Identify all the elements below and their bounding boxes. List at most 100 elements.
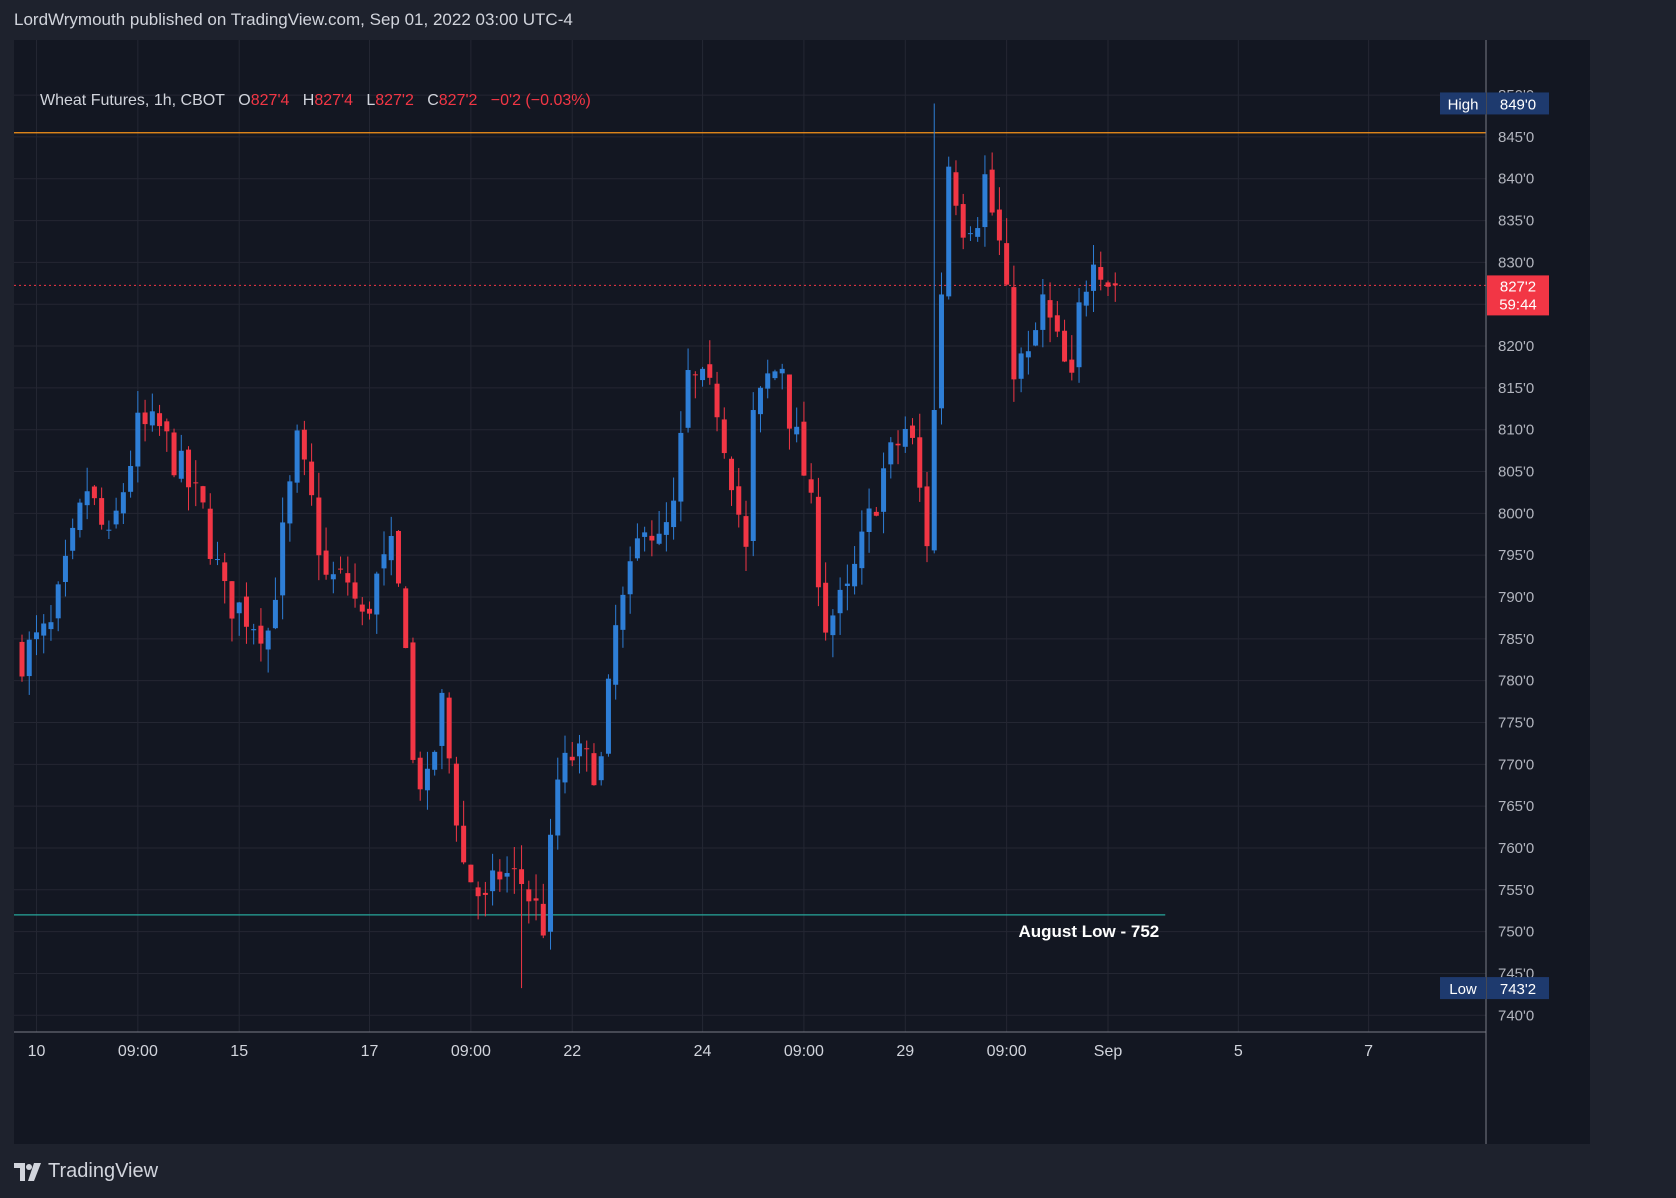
candle-body xyxy=(671,500,677,528)
y-tick-label: 750'0 xyxy=(1498,924,1534,941)
countdown: 59:44 xyxy=(1499,296,1537,313)
x-tick-label: 09:00 xyxy=(784,1043,824,1060)
candle-body xyxy=(374,573,380,615)
x-tick-label: 17 xyxy=(361,1043,379,1060)
candle-body xyxy=(70,527,76,551)
candle-body xyxy=(743,516,749,547)
candle-body xyxy=(367,608,373,614)
candle-body xyxy=(823,582,829,633)
last-price-value: 827'2 xyxy=(1500,278,1536,295)
candle-body xyxy=(417,757,423,790)
candle-body xyxy=(504,873,510,877)
candle-body xyxy=(982,174,988,228)
candle-body xyxy=(931,410,937,551)
x-tick-label: 09:00 xyxy=(451,1043,491,1060)
candle-body xyxy=(996,209,1002,241)
chart-pane[interactable]: August Low - 752 850'0845'0840'0835'0830… xyxy=(14,40,1590,1144)
legend-low: 827'2 xyxy=(375,92,414,109)
candle-body xyxy=(844,583,850,586)
axes: 850'0845'0840'0835'0830'0825'0820'0815'0… xyxy=(14,40,1549,1144)
candle-body xyxy=(519,869,525,885)
candle-body xyxy=(157,413,163,427)
y-tick-label: 785'0 xyxy=(1498,631,1534,648)
tradingview-logo[interactable]: TradingView xyxy=(14,1160,158,1183)
y-tick-label: 780'0 xyxy=(1498,673,1534,690)
candle-body xyxy=(917,437,923,488)
candle-body xyxy=(200,486,206,503)
y-tick-label: 770'0 xyxy=(1498,756,1534,773)
candle-body xyxy=(193,482,199,484)
candle-body xyxy=(395,530,401,584)
candle-body xyxy=(482,892,488,895)
x-tick-label: Sep xyxy=(1094,1043,1123,1060)
candle-body xyxy=(461,825,467,863)
candle-body xyxy=(1054,315,1060,332)
candle-body xyxy=(613,625,619,685)
candle-body xyxy=(1083,291,1089,306)
x-tick-label: 7 xyxy=(1364,1043,1373,1060)
candle-body xyxy=(591,753,597,786)
candle-body xyxy=(634,538,640,559)
candle-body xyxy=(786,374,792,429)
candle-body xyxy=(62,555,68,582)
symbol-legend: Wheat Futures, 1h, CBOT O827'4 H827'4 L8… xyxy=(40,92,591,109)
candle-body xyxy=(1011,287,1017,380)
candle-body xyxy=(873,511,879,516)
candlestick-chart[interactable]: August Low - 752 850'0845'0840'0835'0830… xyxy=(14,40,1590,1144)
candle-body xyxy=(272,599,278,629)
candle-body xyxy=(772,371,778,379)
high-label-bg xyxy=(1440,92,1486,115)
candle-body xyxy=(953,172,959,206)
candle-body xyxy=(164,421,170,432)
candle-body xyxy=(330,574,336,580)
candle-body xyxy=(222,562,228,582)
candle-body xyxy=(475,887,481,897)
y-tick-label: 815'0 xyxy=(1498,380,1534,397)
y-tick-label: 760'0 xyxy=(1498,840,1534,857)
candles xyxy=(19,103,1118,989)
candle-body xyxy=(323,550,329,575)
candle-body xyxy=(801,421,807,476)
candle-body xyxy=(1076,302,1082,368)
candle-body xyxy=(33,632,39,640)
candle-body xyxy=(685,370,691,428)
candle-body xyxy=(388,535,394,561)
candle-body xyxy=(910,425,916,438)
candle-body xyxy=(41,623,47,636)
candle-body xyxy=(1091,264,1097,291)
last-price-tag xyxy=(1487,275,1549,316)
candle-body xyxy=(128,465,134,492)
candle-body xyxy=(352,582,358,599)
candle-body xyxy=(1033,330,1039,346)
candle-body xyxy=(207,508,213,559)
candle-body xyxy=(1112,283,1118,286)
candle-body xyxy=(381,554,387,569)
candle-body xyxy=(214,559,220,561)
candle-body xyxy=(1018,353,1024,379)
y-tick-label: 795'0 xyxy=(1498,547,1534,564)
candle-body xyxy=(526,889,532,902)
candle-body xyxy=(265,630,271,650)
candle-body xyxy=(627,561,633,595)
candle-body xyxy=(555,779,561,836)
x-tick-label: 15 xyxy=(230,1043,248,1060)
candle-body xyxy=(895,443,901,446)
legend-open: 827'4 xyxy=(250,92,290,109)
candle-body xyxy=(359,604,365,612)
candle-body xyxy=(48,622,54,630)
candle-body xyxy=(888,442,894,465)
candle-body xyxy=(338,568,344,570)
candle-body xyxy=(497,871,503,880)
candle-body xyxy=(424,768,430,791)
candle-body xyxy=(113,510,119,525)
candle-body xyxy=(808,479,814,493)
y-tick-label: 800'0 xyxy=(1498,505,1534,522)
candle-body xyxy=(714,383,720,418)
candle-body xyxy=(576,743,582,757)
candle-body xyxy=(924,486,930,547)
candle-body xyxy=(852,563,858,587)
high-label: High xyxy=(1448,96,1479,113)
candle-body xyxy=(721,419,727,454)
y-tick-label: 790'0 xyxy=(1498,589,1534,606)
candle-body xyxy=(779,368,785,374)
